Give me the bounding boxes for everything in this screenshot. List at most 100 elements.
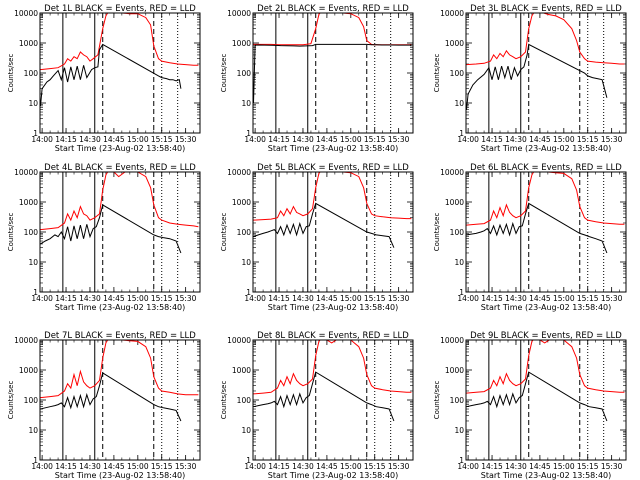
x-tick-label: 14:00: [244, 462, 266, 471]
y-tick-label: 10: [28, 258, 38, 267]
x-tick-label: 14:30: [292, 462, 314, 471]
y-axis-label: Counts/sec: [7, 381, 15, 420]
x-tick-label: 14:30: [79, 462, 101, 471]
y-tick-label: 10: [241, 426, 251, 435]
y-tick-label: 100: [24, 69, 39, 78]
y-axis-label: Counts/sec: [7, 54, 15, 93]
x-tick-label: 15:30: [388, 135, 410, 144]
x-tick-label: 15:00: [127, 462, 149, 471]
det-panel-1: 1 10 100 1000 10000 14:00 14:15 14:30 14:45 15:00…: [7, 4, 201, 153]
y-tick-label: 10: [454, 258, 464, 267]
x-tick-label: 15:15: [577, 135, 599, 144]
plot-frame: [252, 339, 414, 461]
det-panel-5: 1 10 100 1000 10000 14:00 14:15 14:30 14:45 15:00…: [220, 163, 414, 312]
det-panel-7: 1 10 100 1000 10000 14:00 14:15 14:30 14:45 15:00…: [7, 331, 201, 480]
x-tick-label: 14:00: [31, 462, 53, 471]
x-tick-label: 15:15: [151, 135, 173, 144]
x-tick-label: 14:45: [316, 462, 338, 471]
x-axis-label: Start Time (23-Aug-02 13:58:40): [268, 144, 399, 153]
y-tick-label: 10000: [14, 168, 38, 177]
lld-series-line: [466, 340, 625, 394]
plot-frame: [39, 12, 201, 134]
y-tick-label: 10000: [227, 168, 251, 177]
x-tick-label: 14:15: [481, 294, 503, 303]
panel-title: Det 2L BLACK = Events, RED = LLD: [257, 4, 409, 14]
plot-frame: [252, 12, 414, 134]
x-axis-label: Start Time (23-Aug-02 13:58:40): [55, 471, 186, 480]
x-tick-label: 15:00: [553, 135, 575, 144]
x-tick-label: 15:30: [175, 294, 197, 303]
y-tick-label: 100: [450, 396, 465, 405]
x-tick-label: 15:00: [340, 135, 362, 144]
x-tick-label: 14:30: [79, 294, 101, 303]
det-panel-2: 1 10 100 1000 10000 14:00 14:15 14:30 14:45 15:00…: [220, 4, 414, 153]
y-axis-label: Counts/sec: [433, 54, 441, 93]
x-tick-label: 14:45: [529, 135, 551, 144]
y-axis-label: Counts/sec: [7, 213, 15, 252]
panel-title: Det 7L BLACK = Events, RED = LLD: [44, 331, 196, 341]
x-tick-label: 15:00: [127, 294, 149, 303]
x-axis-label: Start Time (23-Aug-02 13:58:40): [55, 144, 186, 153]
y-tick-label: 10: [28, 426, 38, 435]
det-panel-3: 1 10 100 1000 10000 14:00 14:15 14:30 14:45 15:00…: [433, 4, 627, 153]
lld-series-line: [253, 340, 412, 395]
panel-title: Det 8L BLACK = Events, RED = LLD: [257, 331, 409, 341]
y-tick-label: 1000: [19, 39, 38, 48]
x-tick-label: 14:45: [103, 135, 125, 144]
y-tick-label: 10000: [440, 9, 464, 18]
y-tick-label: 100: [237, 396, 252, 405]
x-tick-label: 14:45: [103, 462, 125, 471]
y-tick-label: 10000: [227, 336, 251, 345]
x-tick-label: 15:15: [151, 294, 173, 303]
y-tick-label: 100: [237, 69, 252, 78]
y-tick-label: 10: [241, 99, 251, 108]
x-tick-label: 14:30: [292, 135, 314, 144]
y-tick-label: 1000: [232, 366, 251, 375]
events-series-line: [40, 372, 182, 422]
panel-title: Det 1L BLACK = Events, RED = LLD: [44, 4, 196, 14]
plot-frame: [252, 171, 414, 293]
x-tick-label: 14:45: [316, 135, 338, 144]
x-axis-label: Start Time (23-Aug-02 13:58:40): [481, 144, 612, 153]
x-tick-label: 15:15: [364, 135, 386, 144]
y-tick-label: 10000: [14, 336, 38, 345]
x-axis-label: Start Time (23-Aug-02 13:58:40): [55, 303, 186, 312]
x-tick-label: 15:30: [175, 135, 197, 144]
det-panel-8: 1 10 100 1000 10000 14:00 14:15 14:30 14:45 15:00…: [220, 331, 414, 480]
x-tick-label: 14:30: [79, 135, 101, 144]
y-tick-label: 10000: [14, 9, 38, 18]
panel-title: Det 4L BLACK = Events, RED = LLD: [44, 163, 196, 173]
x-axis-label: Start Time (23-Aug-02 13:58:40): [268, 471, 399, 480]
y-tick-label: 1000: [445, 39, 464, 48]
x-tick-label: 14:15: [481, 462, 503, 471]
y-tick-label: 1000: [445, 366, 464, 375]
y-tick-label: 100: [24, 396, 39, 405]
y-tick-label: 1: [33, 129, 38, 138]
y-tick-label: 100: [450, 228, 465, 237]
x-tick-label: 14:30: [292, 294, 314, 303]
x-tick-label: 15:15: [364, 462, 386, 471]
events-series-line: [253, 371, 395, 422]
events-series-line: [466, 43, 608, 110]
y-axis-label: Counts/sec: [433, 213, 441, 252]
y-tick-label: 10: [28, 99, 38, 108]
y-axis-label: Counts/sec: [433, 381, 441, 420]
x-tick-label: 14:15: [481, 135, 503, 144]
det-panel-6: 1 10 100 1000 10000 14:00 14:15 14:30 14:45 15:00…: [433, 163, 627, 312]
x-tick-label: 14:00: [244, 135, 266, 144]
x-tick-label: 15:00: [553, 294, 575, 303]
events-series-line: [253, 43, 412, 104]
lld-series-line: [253, 13, 412, 46]
x-axis-label: Start Time (23-Aug-02 13:58:40): [268, 303, 399, 312]
lld-series-line: [466, 13, 625, 66]
x-tick-label: 14:15: [55, 135, 77, 144]
y-tick-label: 1: [33, 456, 38, 465]
x-tick-label: 15:15: [577, 462, 599, 471]
x-tick-label: 15:00: [127, 135, 149, 144]
events-series-line: [466, 371, 608, 422]
panel-title: Det 6L BLACK = Events, RED = LLD: [470, 163, 622, 173]
x-tick-label: 14:30: [505, 462, 527, 471]
y-tick-label: 10: [454, 426, 464, 435]
x-tick-label: 14:45: [103, 294, 125, 303]
plot-frame: [465, 339, 627, 461]
